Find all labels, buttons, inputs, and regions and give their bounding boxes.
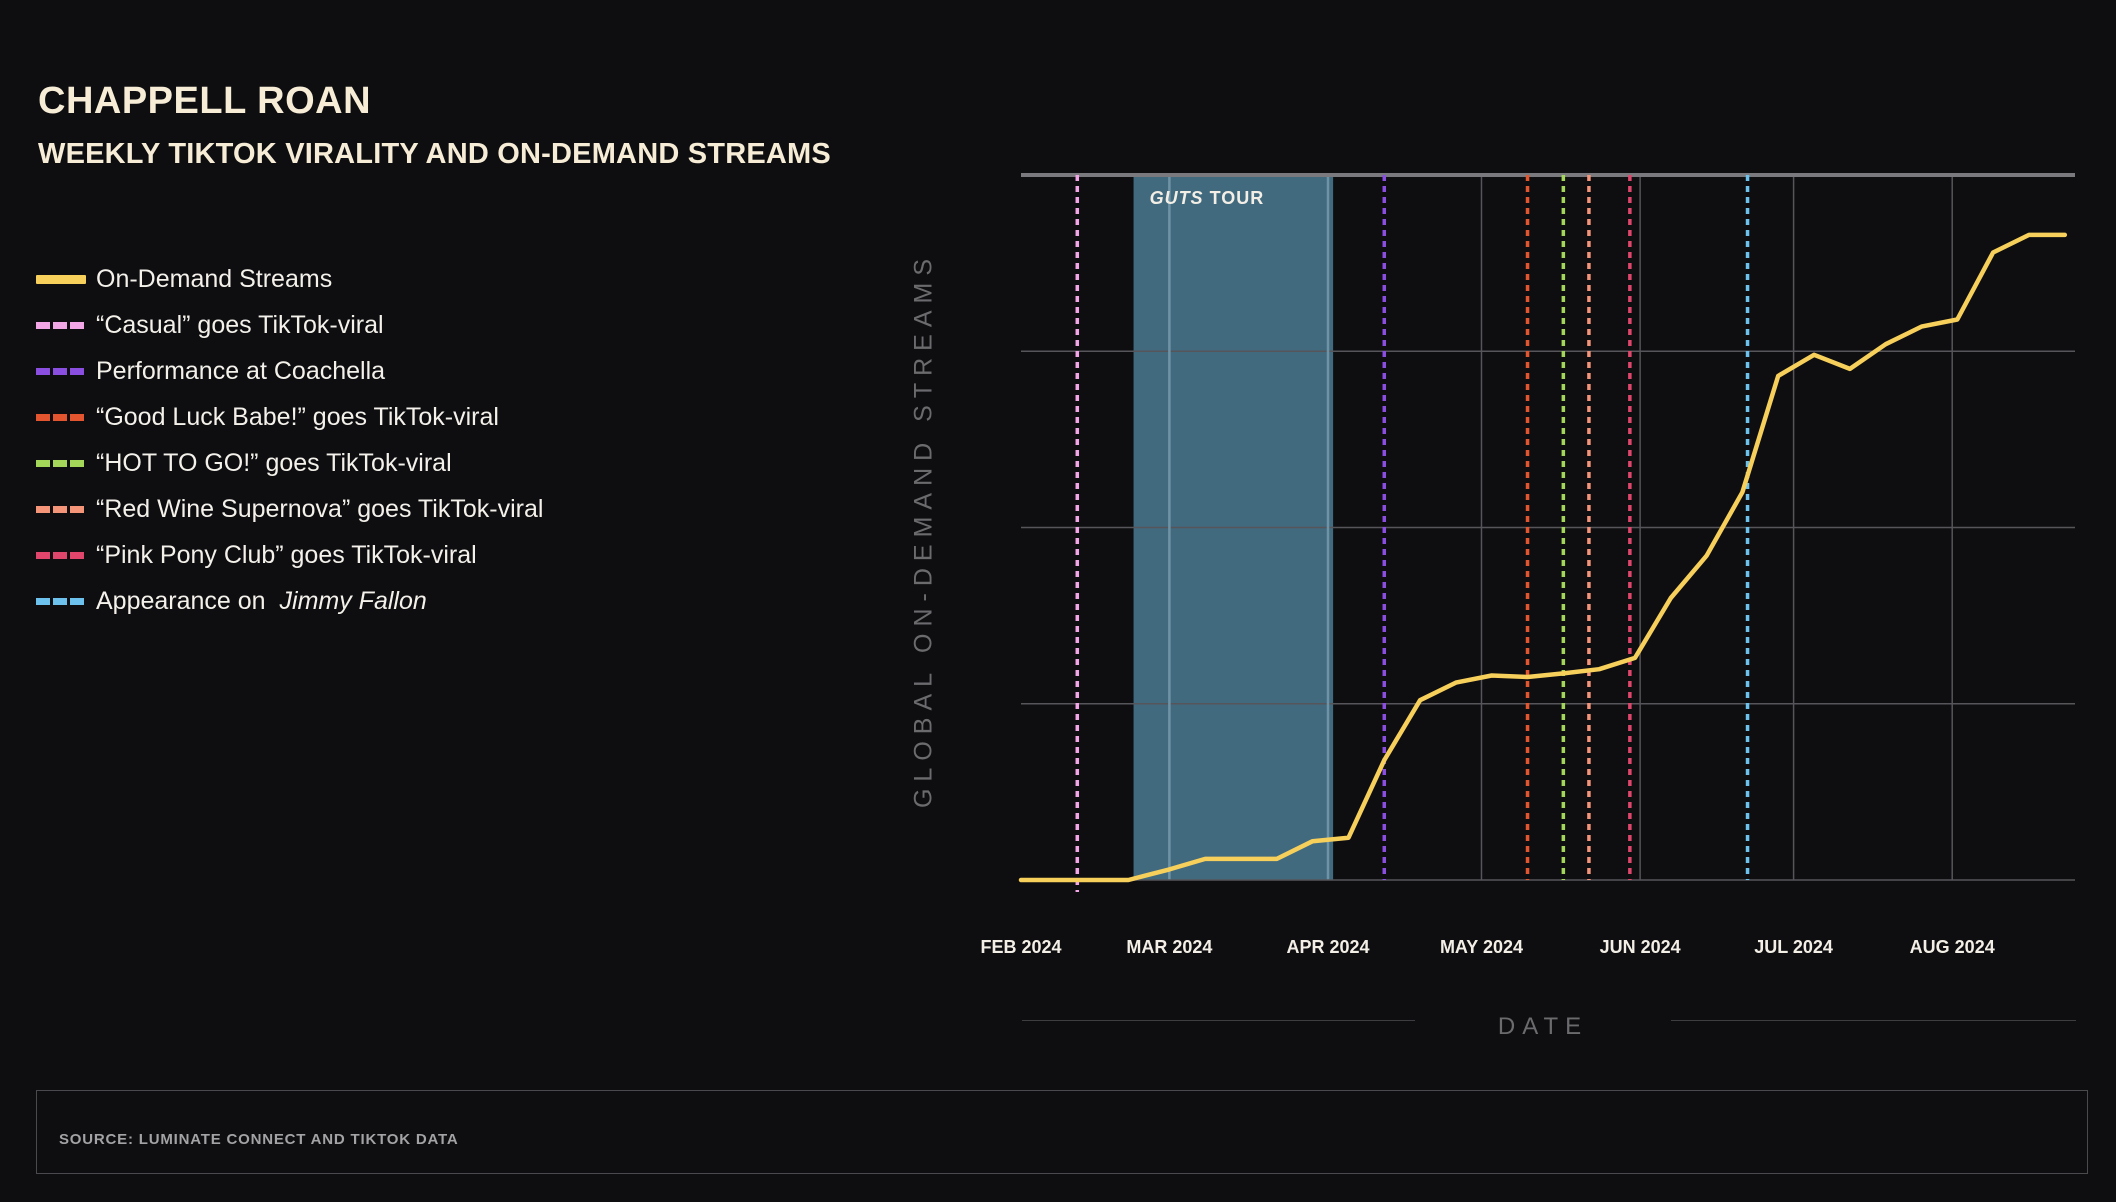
chart-title: CHAPPELL ROAN	[38, 80, 372, 122]
legend-swatch	[36, 413, 84, 421]
legend-swatch	[36, 321, 84, 329]
legend-swatch	[36, 367, 84, 375]
legend-swatch	[36, 274, 86, 284]
legend: On-Demand Streams “Casual” goes TikTok-v…	[36, 256, 543, 624]
legend-item-streams: On-Demand Streams	[36, 256, 543, 302]
legend-label: Appearance on	[96, 586, 273, 615]
legend-swatch	[36, 551, 84, 559]
legend-item-casual: “Casual” goes TikTok-viral	[36, 302, 543, 348]
x-tick-label: MAR 2024	[1126, 937, 1212, 957]
legend-item-coachella: Performance at Coachella	[36, 348, 543, 394]
legend-label-italic: Jimmy Fallon	[279, 586, 427, 615]
x-axis-rule-right	[1671, 1020, 2076, 1021]
legend-label: “Red Wine Supernova” goes TikTok-viral	[96, 494, 544, 523]
x-tick-label: MAY 2024	[1440, 937, 1523, 957]
legend-item-pink-pony-club: “Pink Pony Club” goes TikTok-viral	[36, 532, 543, 578]
x-axis-rule-left	[1022, 1020, 1415, 1021]
legend-label: “HOT TO GO!” goes TikTok-viral	[96, 448, 452, 477]
guts-tour-label-italic: GUTS	[1150, 188, 1204, 208]
x-tick-label: JUN 2024	[1600, 937, 1681, 957]
legend-swatch	[36, 505, 84, 513]
legend-label: On-Demand Streams	[96, 264, 333, 293]
legend-item-hot-to-go: “HOT TO GO!” goes TikTok-viral	[36, 440, 543, 486]
legend-label: “Good Luck Babe!” goes TikTok-viral	[96, 402, 499, 431]
x-axis-label: DATE	[1497, 1013, 1589, 1040]
legend-item-jimmy-fallon: Appearance on Jimmy Fallon	[36, 578, 543, 624]
x-tick-label: AUG 2024	[1910, 937, 1995, 957]
legend-label: “Casual” goes TikTok-viral	[96, 310, 384, 339]
x-tick-label: APR 2024	[1286, 937, 1369, 957]
x-tick-label: JUL 2024	[1754, 937, 1833, 957]
chart-subtitle: WEEKLY TIKTOK VIRALITY AND ON-DEMAND STR…	[38, 138, 831, 170]
legend-item-red-wine-supernova: “Red Wine Supernova” goes TikTok-viral	[36, 486, 543, 532]
x-tick-label: FEB 2024	[980, 937, 1061, 957]
legend-label: Performance at Coachella	[96, 356, 386, 385]
legend-swatch	[36, 459, 84, 467]
source-note: SOURCE: LUMINATE CONNECT AND TIKTOK DATA	[59, 1131, 459, 1148]
source-box: SOURCE: LUMINATE CONNECT AND TIKTOK DATA	[36, 1090, 2088, 1174]
guts-tour-label-rest: TOUR	[1204, 188, 1265, 208]
guts-tour-label: GUTS TOUR	[1150, 188, 1265, 208]
legend-item-good-luck-babe: “Good Luck Babe!” goes TikTok-viral	[36, 394, 543, 440]
series-line-streams	[1018, 232, 2068, 883]
legend-swatch	[36, 597, 84, 605]
legend-label: “Pink Pony Club” goes TikTok-viral	[96, 540, 477, 569]
